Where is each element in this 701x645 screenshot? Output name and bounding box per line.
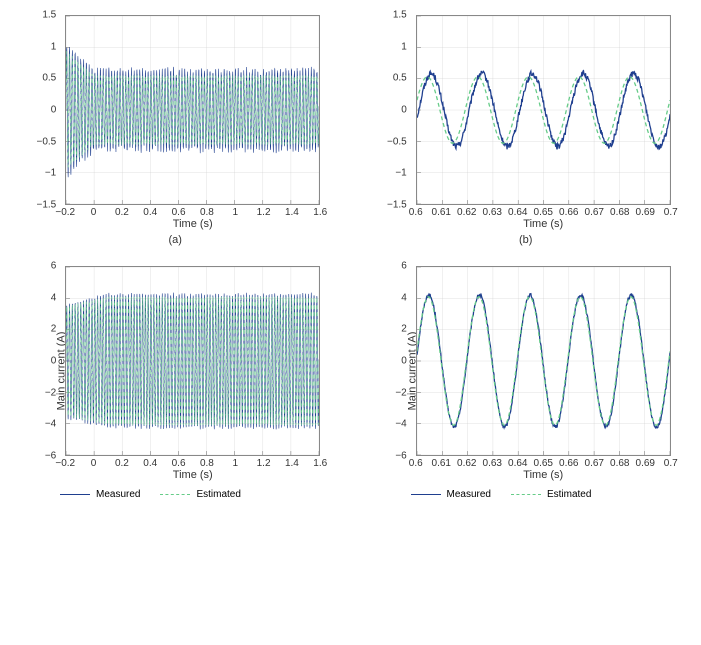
panel-a: −1.5−1−0.500.511.5−0.200.20.40.60.811.21… [10, 10, 341, 246]
legend-left: Measured Estimated [60, 489, 241, 500]
legend-right: Measured Estimated [411, 489, 592, 500]
legend-estimated: Estimated [160, 489, 240, 500]
legend-label-estimated: Estimated [196, 489, 240, 500]
legend-label-measured: Measured [96, 489, 140, 500]
caption-b: (b) [519, 234, 532, 246]
chart-a: −1.5−1−0.500.511.5−0.200.20.40.60.811.21… [20, 10, 330, 230]
legend-label-estimated-r: Estimated [547, 489, 591, 500]
chart-c: −6−4−20246−0.200.20.40.60.811.21.41.6Mai… [20, 261, 330, 481]
legend-measured-r: Measured [411, 489, 491, 500]
legend-label-measured-r: Measured [447, 489, 491, 500]
chart-grid: −1.5−1−0.500.511.5−0.200.20.40.60.811.21… [0, 0, 701, 510]
legend-line-measured [60, 494, 90, 495]
chart-b: −1.5−1−0.500.511.50.60.610.620.630.640.6… [371, 10, 681, 230]
legend-line-estimated [160, 494, 190, 495]
caption-a: (a) [169, 234, 182, 246]
legend-line-measured-r [411, 494, 441, 495]
panel-d: −6−4−202460.60.610.620.630.640.650.660.6… [361, 261, 692, 500]
panel-c: −6−4−20246−0.200.20.40.60.811.21.41.6Mai… [10, 261, 341, 500]
panel-b: −1.5−1−0.500.511.50.60.610.620.630.640.6… [361, 10, 692, 246]
legend-measured: Measured [60, 489, 140, 500]
chart-d: −6−4−202460.60.610.620.630.640.650.660.6… [371, 261, 681, 481]
legend-estimated-r: Estimated [511, 489, 591, 500]
legend-line-estimated-r [511, 494, 541, 495]
